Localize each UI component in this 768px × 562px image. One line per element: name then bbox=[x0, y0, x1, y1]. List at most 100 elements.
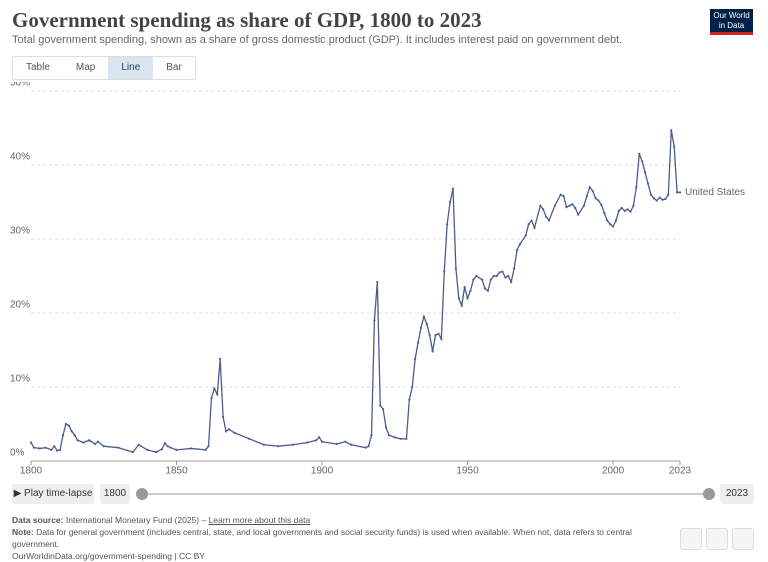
point bbox=[210, 397, 213, 400]
point bbox=[50, 448, 53, 451]
point bbox=[277, 445, 280, 448]
point bbox=[189, 447, 193, 450]
point bbox=[38, 447, 41, 450]
point bbox=[262, 443, 265, 446]
point bbox=[434, 334, 437, 337]
point bbox=[364, 446, 367, 449]
point bbox=[585, 194, 588, 198]
point bbox=[582, 204, 586, 207]
point bbox=[469, 289, 472, 292]
point bbox=[673, 145, 676, 148]
point bbox=[675, 191, 679, 194]
point bbox=[204, 448, 207, 451]
point bbox=[609, 223, 612, 226]
point bbox=[545, 215, 548, 218]
slider-track[interactable] bbox=[142, 493, 708, 495]
tab[interactable]: Line bbox=[108, 57, 154, 79]
point bbox=[76, 439, 79, 442]
x-tick-label: 1850 bbox=[165, 466, 188, 477]
point bbox=[597, 199, 600, 202]
point bbox=[454, 267, 458, 270]
point bbox=[320, 440, 324, 443]
point bbox=[658, 196, 661, 199]
point bbox=[82, 441, 85, 444]
point bbox=[638, 152, 641, 155]
point bbox=[227, 428, 231, 431]
point bbox=[518, 243, 522, 246]
point bbox=[513, 267, 516, 270]
play-button[interactable]: ▶ Play time-lapse bbox=[12, 484, 94, 504]
point bbox=[448, 200, 452, 204]
note-label: Note: bbox=[12, 527, 34, 537]
point bbox=[443, 270, 446, 273]
slider-knob[interactable] bbox=[703, 488, 715, 500]
point bbox=[221, 415, 225, 418]
point bbox=[600, 203, 603, 207]
point bbox=[384, 426, 388, 429]
note: Data for general government (includes ce… bbox=[12, 527, 632, 549]
point bbox=[419, 326, 423, 329]
point bbox=[629, 210, 632, 213]
x-tick-label: 1900 bbox=[311, 466, 334, 477]
logo[interactable]: Our World in Data bbox=[710, 9, 753, 35]
x-tick-label: 2023 bbox=[669, 466, 692, 477]
point bbox=[163, 442, 166, 445]
point bbox=[213, 387, 216, 390]
point bbox=[219, 357, 222, 360]
point bbox=[614, 219, 618, 222]
point bbox=[623, 209, 626, 212]
fullscreen-button[interactable] bbox=[732, 528, 754, 550]
point bbox=[483, 287, 487, 290]
point bbox=[146, 448, 149, 451]
point bbox=[408, 398, 411, 401]
share-button[interactable] bbox=[706, 528, 728, 550]
point bbox=[463, 286, 466, 289]
source-link[interactable]: Learn more about this data bbox=[208, 515, 311, 525]
point bbox=[414, 357, 417, 360]
end-year[interactable]: 2023 bbox=[720, 484, 754, 504]
x-tick-label: 1950 bbox=[456, 466, 479, 477]
point bbox=[498, 271, 501, 274]
point bbox=[472, 278, 475, 281]
point bbox=[166, 445, 169, 448]
subtitle: Total government spending, shown as a sh… bbox=[12, 34, 623, 46]
point bbox=[422, 315, 425, 318]
point bbox=[507, 274, 510, 278]
download-button[interactable] bbox=[680, 528, 702, 550]
point bbox=[486, 289, 490, 292]
point bbox=[216, 393, 219, 396]
point bbox=[405, 437, 408, 440]
point bbox=[591, 189, 594, 192]
point bbox=[102, 445, 105, 448]
point bbox=[594, 197, 597, 200]
tab[interactable]: Table bbox=[26, 62, 50, 73]
point bbox=[530, 219, 533, 222]
y-tick-label: 10% bbox=[10, 374, 30, 385]
point bbox=[457, 297, 460, 300]
point bbox=[399, 437, 402, 440]
point bbox=[527, 223, 530, 226]
point bbox=[344, 440, 347, 443]
point bbox=[559, 193, 562, 196]
point bbox=[632, 204, 635, 207]
point bbox=[606, 219, 609, 222]
point bbox=[416, 341, 420, 344]
point bbox=[117, 446, 120, 449]
point bbox=[175, 448, 178, 451]
slider-knob[interactable] bbox=[136, 488, 148, 500]
point bbox=[431, 350, 434, 353]
point bbox=[53, 445, 56, 448]
point bbox=[524, 234, 527, 237]
title: Government spending as share of GDP, 180… bbox=[12, 8, 482, 32]
start-year[interactable]: 1800 bbox=[100, 484, 130, 504]
point bbox=[565, 206, 568, 209]
point bbox=[207, 445, 210, 448]
tab[interactable]: Bar bbox=[166, 62, 182, 73]
point bbox=[306, 441, 309, 444]
point bbox=[315, 439, 318, 442]
tab[interactable]: Map bbox=[75, 62, 96, 73]
point bbox=[652, 197, 655, 200]
point bbox=[611, 225, 615, 228]
point bbox=[533, 226, 536, 229]
url[interactable]: OurWorldinData.org/government-spending |… bbox=[12, 551, 205, 561]
